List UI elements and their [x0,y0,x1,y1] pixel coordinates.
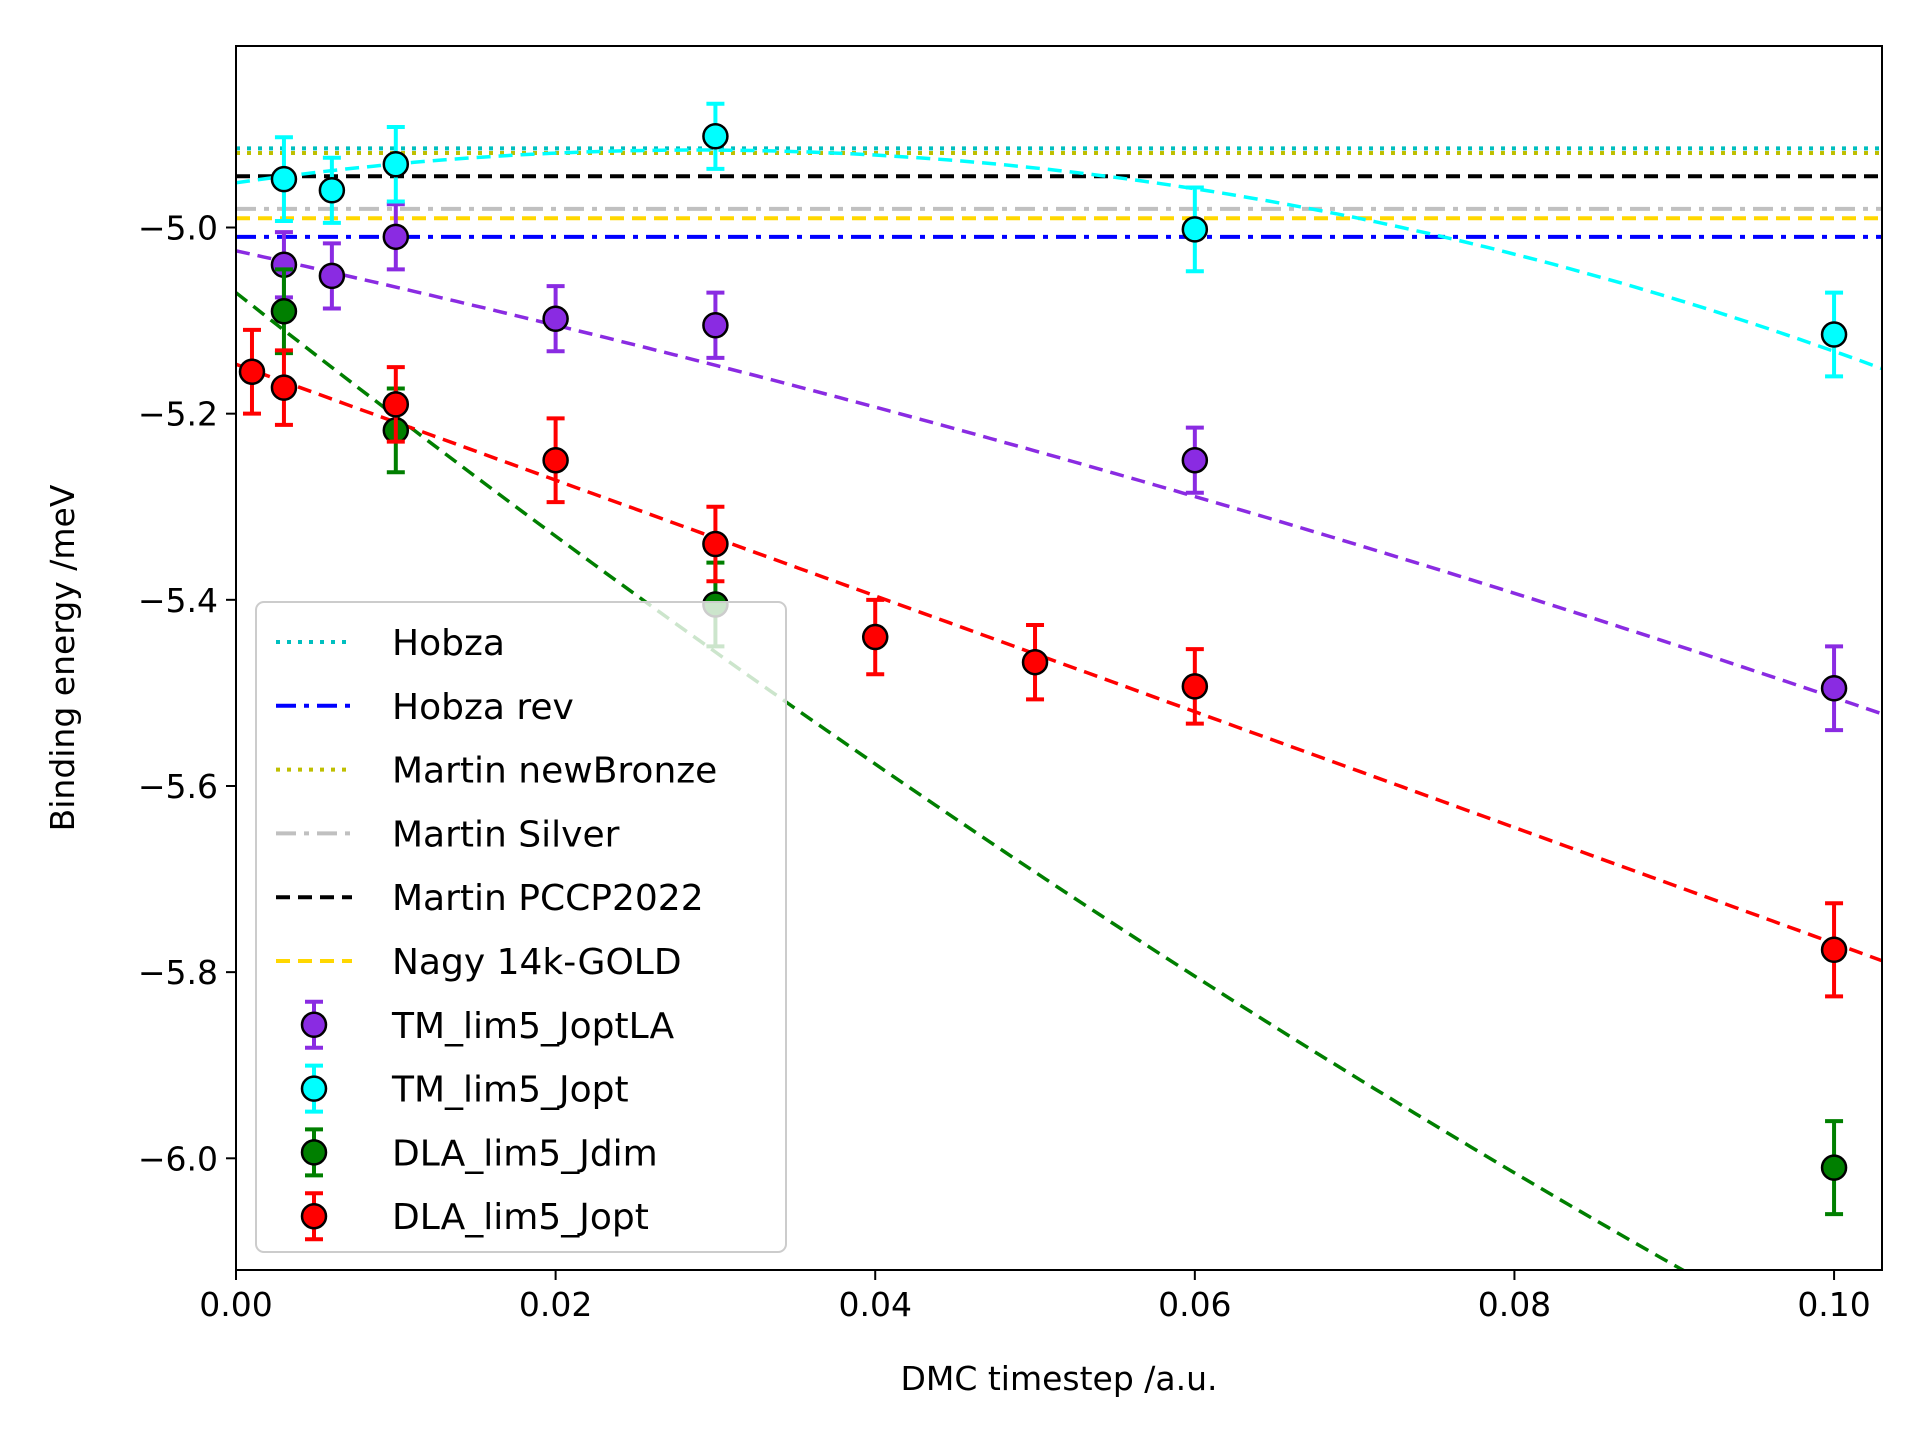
x-tick-label: 0.06 [1158,1285,1231,1324]
data-point [702,123,729,150]
data-point [382,223,410,251]
y-tick-label: −6.0 [138,1139,218,1178]
data-point [270,298,298,325]
data-point [861,623,889,651]
legend-swatch [300,1075,328,1102]
fit-line [236,362,1882,963]
legend-label: Martin Silver [392,814,620,855]
data-point [702,311,729,339]
data-point [382,391,410,418]
legend-label: Martin newBronze [392,751,717,792]
plot-frame [235,45,1883,1271]
fit-line [236,148,1882,371]
legend-swatch [300,1011,328,1039]
data-point [1820,936,1848,964]
legend-box [255,601,787,1253]
legend-label: DLA_lim5_Jopt [392,1197,649,1238]
y-tick-label: −5.4 [138,581,218,620]
x-tick-label: 0.00 [199,1285,272,1324]
legend-label: Martin PCCP2022 [392,878,704,919]
data-point [1181,673,1209,700]
data-point [542,446,569,474]
data-point [382,150,410,178]
legend-label: TM_lim5_JoptLA [391,1006,675,1047]
x-tick-label: 0.10 [1797,1285,1870,1324]
fit-line [236,249,1882,716]
legend-swatch [300,1139,328,1166]
data-point [318,262,346,290]
x-axis-label: DMC timestep /a.u. [900,1359,1217,1398]
data-point [1181,446,1209,474]
x-tick-label: 0.08 [1478,1285,1551,1324]
data-point [542,305,569,332]
data-point [1820,675,1848,702]
x-tick-label: 0.04 [838,1285,911,1324]
data-point [270,165,298,193]
fit-line [236,291,1687,1270]
fit-lines [236,148,1882,1270]
data-point [1181,216,1209,243]
legend-label: Hobza rev [392,687,574,728]
y-axis-label: Binding energy /meV [43,484,82,831]
legend: Hobza Hobza rev Martin newBronze Martin Sil… [255,601,787,1253]
reference-lines [236,146,1882,239]
data-point [318,177,346,204]
y-tick-label: −5.2 [138,395,218,434]
data-markers [238,101,1848,1217]
y-tick-label: −5.0 [138,209,218,248]
data-point [1820,1154,1848,1181]
legend-label: TM_lim5_Jopt [391,1070,629,1111]
x-axis: 0.00 0.02 0.04 0.06 0.08 0.10 [199,1270,1871,1324]
x-tick-label: 0.02 [519,1285,592,1324]
data-point [270,374,298,401]
y-axis: −5.0 −5.2 −5.4 −5.6 −5.8 −6.0 [138,209,236,1178]
data-point [702,530,729,558]
data-point [1021,648,1049,676]
data-point [238,358,266,386]
legend-label: DLA_lim5_Jdim [392,1133,658,1174]
y-tick-label: −5.8 [138,953,218,992]
legend-label: Nagy 14k-GOLD [392,942,682,983]
legend-swatch [300,1202,328,1230]
legend-label: Hobza [392,623,505,664]
data-point [1820,321,1848,348]
y-tick-label: −5.6 [138,767,218,806]
